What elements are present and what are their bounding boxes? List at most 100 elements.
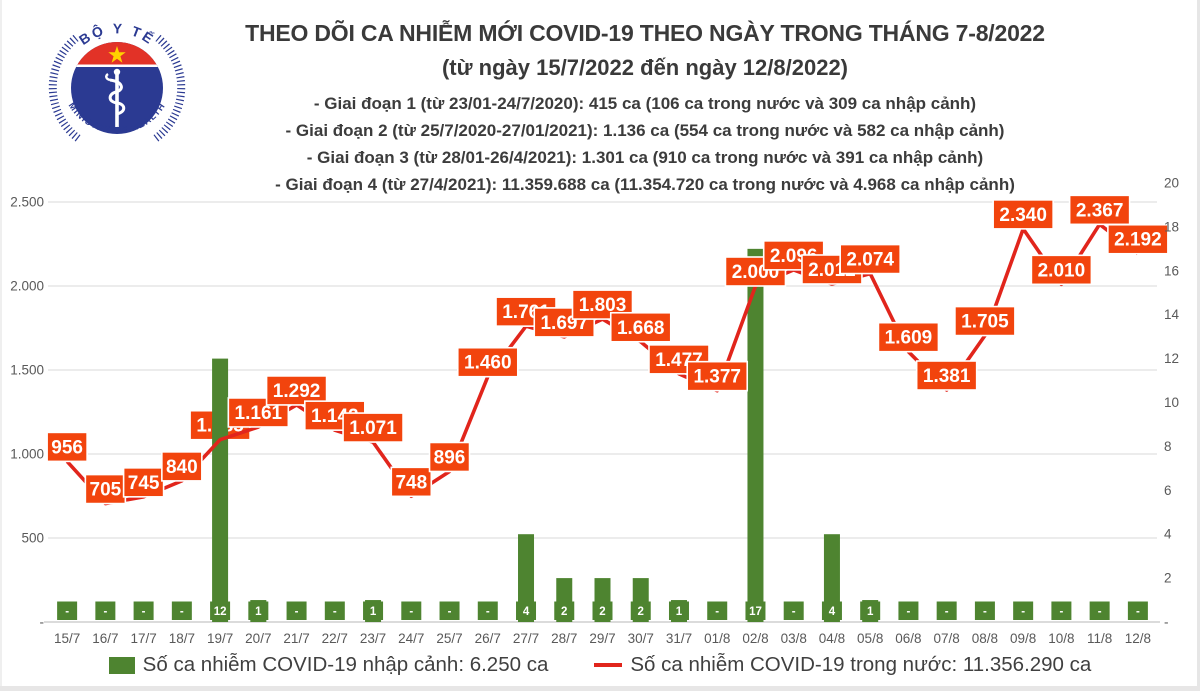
bar-20/7: 1 xyxy=(248,600,269,622)
bar-27/7: 4 xyxy=(516,534,537,622)
x-axis-label: 31/7 xyxy=(666,631,692,646)
svg-text:1.377: 1.377 xyxy=(693,367,741,388)
svg-text:1.071: 1.071 xyxy=(349,418,397,439)
svg-text:-: - xyxy=(65,606,69,618)
svg-text:1.381: 1.381 xyxy=(923,366,971,387)
bar-10/8: - xyxy=(1051,601,1072,620)
svg-text:840: 840 xyxy=(166,457,198,478)
logo-hatch-left xyxy=(48,34,82,143)
svg-text:-: - xyxy=(333,606,337,618)
x-axis-label: 06/8 xyxy=(895,631,921,646)
x-axis-label: 27/7 xyxy=(513,631,539,646)
imported-bar-swatch-icon xyxy=(108,656,135,674)
right-axis-tick: 14 xyxy=(1164,307,1180,322)
svg-text:-: - xyxy=(792,606,796,618)
line-label-06/8: 1.609 xyxy=(877,321,940,353)
right-axis-tick: 20 xyxy=(1164,176,1179,191)
line-label-11/8: 2.367 xyxy=(1068,194,1131,226)
svg-text:-: - xyxy=(103,606,107,618)
svg-text:-: - xyxy=(180,606,184,618)
bar-24/7: - xyxy=(401,601,422,620)
svg-text:-: - xyxy=(1021,606,1025,618)
svg-text:896: 896 xyxy=(434,447,466,468)
svg-text:1.803: 1.803 xyxy=(579,295,627,316)
x-axis-label: 28/7 xyxy=(551,631,577,646)
logo-divider xyxy=(71,64,163,67)
line-label-01/8: 1.377 xyxy=(686,360,749,392)
bar-01/8: - xyxy=(707,601,728,620)
x-axis-label: 05/8 xyxy=(857,631,883,646)
line-label-15/7: 956 xyxy=(46,431,88,463)
line-label-09/8: 2.340 xyxy=(992,199,1054,230)
bar-19/7: 12 xyxy=(210,358,231,622)
logo-hatch-right xyxy=(152,34,186,143)
right-axis-tick: - xyxy=(1164,615,1169,630)
right-axis-tick: 6 xyxy=(1164,483,1172,498)
svg-text:1.609: 1.609 xyxy=(885,328,933,349)
x-axis-label: 10/8 xyxy=(1048,631,1074,646)
chart-legend: Số ca nhiễm COVID-19 nhập cảnh: 6.250 ca… xyxy=(0,653,1200,677)
x-axis-label: 18/7 xyxy=(169,631,195,646)
bar-16/7: - xyxy=(95,601,116,620)
svg-text:12: 12 xyxy=(214,606,227,618)
svg-text:2.192: 2.192 xyxy=(1114,230,1162,251)
x-axis-label: 30/7 xyxy=(628,631,654,646)
svg-text:-: - xyxy=(945,606,949,618)
svg-text:-: - xyxy=(1136,606,1140,618)
bar-08/8: - xyxy=(974,601,995,620)
svg-text:2.074: 2.074 xyxy=(846,250,894,271)
line-label-18/7: 840 xyxy=(161,451,203,482)
svg-text:1: 1 xyxy=(370,606,377,618)
left-axis-tick: - xyxy=(40,615,45,630)
line-label-26/7: 1.460 xyxy=(456,346,519,378)
x-axis-label: 12/8 xyxy=(1125,631,1151,646)
line-label-17/7: 745 xyxy=(122,467,165,498)
window-right-edge xyxy=(1197,0,1200,691)
line-label-16/7: 705 xyxy=(84,473,127,505)
bar-02/8: 17 xyxy=(745,248,766,622)
line-label-23/7: 1.071 xyxy=(342,412,404,443)
legend-imported: Số ca nhiễm COVID-19 nhập cảnh: 6.250 ca xyxy=(108,653,548,677)
phase-3-line: - Giai đoạn 3 (từ 28/01-26/4/2021): 1.30… xyxy=(306,148,984,167)
phase-summary: - Giai đoạn 1 (từ 23/01-24/7/2020): 415 … xyxy=(150,90,1140,198)
x-axis-label: 25/7 xyxy=(436,631,462,646)
bar-12/8: - xyxy=(1127,601,1148,620)
svg-text:956: 956 xyxy=(51,437,83,458)
phase-1-line: - Giai đoạn 1 (từ 23/01-24/7/2020): 415 … xyxy=(313,94,977,113)
svg-text:2: 2 xyxy=(599,606,605,618)
svg-text:-: - xyxy=(907,606,911,618)
logo-star-icon xyxy=(108,46,126,63)
legend-domestic: Số ca nhiễm COVID-19 trong nước: 11.356.… xyxy=(594,653,1091,677)
line-label-30/7: 1.668 xyxy=(609,311,672,343)
bar-06/8: - xyxy=(898,601,919,620)
bar-28/7: 2 xyxy=(554,578,575,622)
left-axis-tick: 1.000 xyxy=(10,447,44,462)
left-axis-tick: 1.500 xyxy=(10,363,44,378)
phase-2-line: - Giai đoạn 2 (từ 25/7/2020-27/01/2021):… xyxy=(285,121,1005,140)
window-left-edge xyxy=(0,0,2,691)
left-axis-tick: 2.500 xyxy=(10,195,44,210)
svg-text:-: - xyxy=(409,606,413,618)
svg-text:1: 1 xyxy=(255,606,262,618)
svg-text:-: - xyxy=(1098,606,1102,618)
right-axis-tick: 16 xyxy=(1164,263,1179,278)
svg-text:1.292: 1.292 xyxy=(273,381,321,402)
phase-4-line: - Giai đoạn 4 (từ 27/4/2021): 11.359.688… xyxy=(275,175,1015,194)
line-label-08/8: 1.705 xyxy=(954,305,1016,337)
svg-text:-: - xyxy=(448,606,452,618)
line-label-10/8: 2.010 xyxy=(1030,254,1093,286)
chart-subtitle: (từ ngày 15/7/2022 đến ngày 12/8/2022) xyxy=(441,55,849,80)
bar-05/8: 1 xyxy=(860,600,881,622)
svg-text:1.705: 1.705 xyxy=(961,312,1009,333)
left-axis-tick: 2.000 xyxy=(10,279,44,294)
right-axis-tick: 10 xyxy=(1164,395,1179,410)
x-axis-label: 22/7 xyxy=(322,631,348,646)
ministry-of-health-logo: BỘ Y TẾ MINISTRY OF HEALTH xyxy=(48,20,186,143)
svg-text:1.161: 1.161 xyxy=(235,403,283,424)
bar-series: - - - - 12 1 - - 1 - - - 4 2 2 2 1 - 17 - 4 1 - - - - - - - xyxy=(57,248,1148,622)
x-axis-label: 24/7 xyxy=(398,631,424,646)
combo-chart: 1.085----121--1---42221-17-41-------9567… xyxy=(0,175,1200,660)
right-axis-tick: 8 xyxy=(1164,439,1172,454)
x-axis-label: 02/8 xyxy=(742,631,768,646)
bar-26/7: - xyxy=(477,601,498,620)
